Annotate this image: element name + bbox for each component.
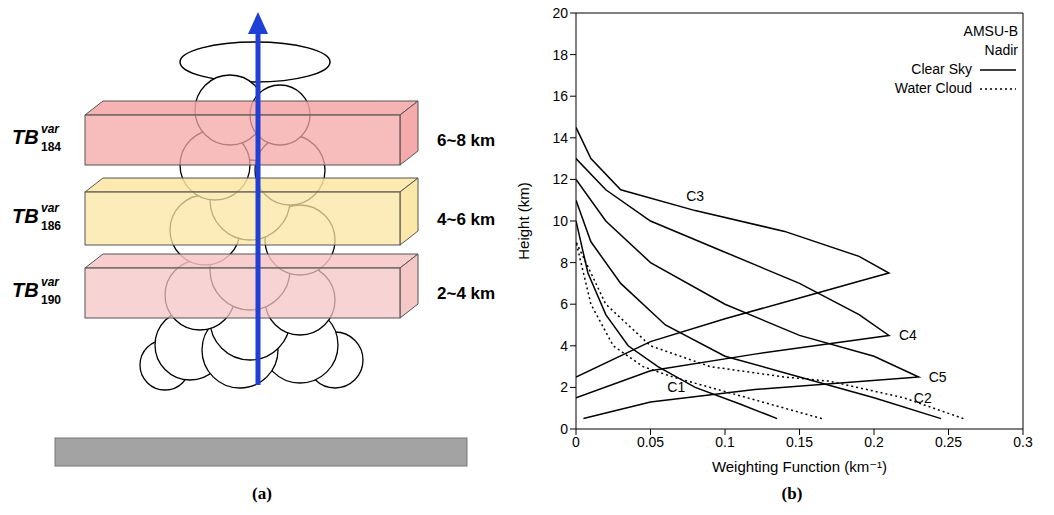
svg-text:C1: C1 [667,379,685,395]
svg-text:2~4 km: 2~4 km [437,284,495,303]
svg-text:var: var [41,275,60,289]
svg-text:186: 186 [41,219,61,233]
svg-text:184: 184 [41,140,61,154]
svg-text:0.1: 0.1 [715,434,735,450]
svg-text:C2: C2 [914,390,932,406]
svg-text:4: 4 [560,338,568,354]
svg-text:C5: C5 [929,369,947,385]
svg-text:14: 14 [552,130,568,146]
svg-text:2: 2 [560,379,568,395]
svg-text:Weighting Function (km⁻¹): Weighting Function (km⁻¹) [712,458,887,475]
svg-text:var: var [41,122,60,136]
html-text:(b): (b) [781,484,803,503]
svg-text:4~6 km: 4~6 km [437,210,495,229]
html-text:Clear Sky: Clear Sky [911,61,972,77]
svg-text:6: 6 [560,296,568,312]
svg-text:0.25: 0.25 [935,434,962,450]
html-text:Nadir: Nadir [984,42,1018,58]
svg-text:6~8 km: 6~8 km [437,131,495,150]
html-text:AMSU-B: AMSU-B [963,23,1018,39]
svg-text:var: var [41,201,60,215]
svg-text:0.15: 0.15 [786,434,813,450]
svg-text:TB: TB [12,205,39,227]
svg-text:20: 20 [552,5,568,21]
svg-text:8: 8 [560,255,568,271]
html-text:Water Cloud: Water Cloud [894,80,972,96]
svg-text:TB: TB [12,279,39,301]
svg-text:0: 0 [560,421,568,437]
svg-text:0: 0 [572,434,580,450]
html-text:(a): (a) [252,484,272,503]
svg-text:C3: C3 [686,188,704,204]
svg-text:0.3: 0.3 [1013,434,1033,450]
svg-text:0.2: 0.2 [864,434,884,450]
svg-text:12: 12 [552,171,568,187]
svg-text:TB: TB [12,126,39,148]
svg-text:C4: C4 [899,327,917,343]
svg-text:190: 190 [41,293,61,307]
svg-text:18: 18 [552,47,568,63]
svg-text:Height (km): Height (km) [515,182,532,260]
svg-text:10: 10 [552,213,568,229]
svg-text:0.05: 0.05 [637,434,664,450]
svg-text:16: 16 [552,88,568,104]
